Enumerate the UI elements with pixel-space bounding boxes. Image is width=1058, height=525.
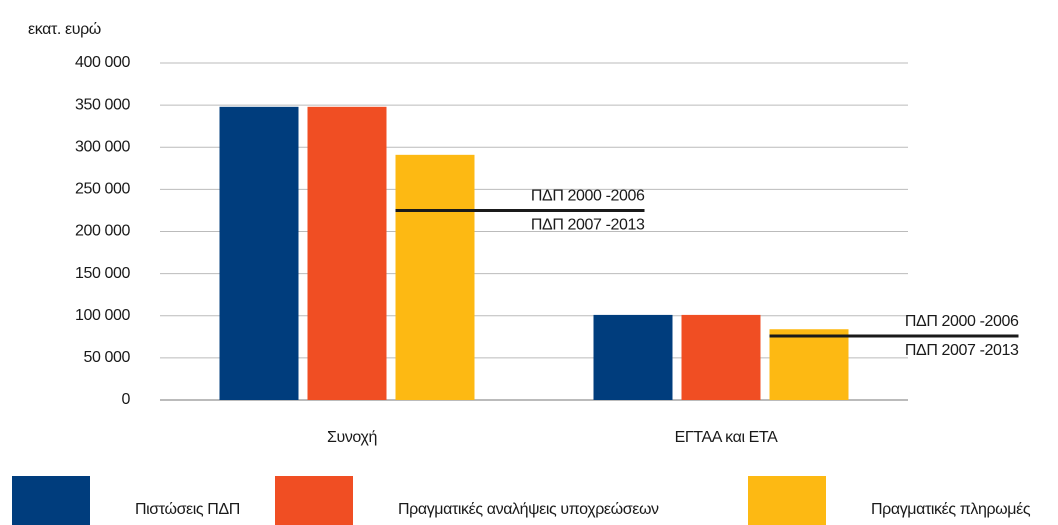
annotation-label: ΠΔΠ 2000 -2006 bbox=[531, 188, 645, 205]
y-tick-label: 200 000 bbox=[75, 223, 131, 240]
bar bbox=[769, 329, 849, 400]
bar bbox=[219, 106, 299, 400]
y-tick-label: 0 bbox=[122, 391, 131, 408]
y-tick-label: 150 000 bbox=[75, 265, 131, 282]
legend-label: Πραγματικές αναλήψεις υποχρεώσεων bbox=[398, 501, 659, 518]
y-tick-label: 400 000 bbox=[75, 54, 131, 71]
y-axis-label: εκατ. ευρώ bbox=[28, 21, 101, 38]
bar bbox=[681, 314, 761, 400]
bar bbox=[307, 106, 387, 400]
bar bbox=[395, 154, 475, 400]
annotation-label: ΠΔΠ 2007 -2013 bbox=[905, 342, 1019, 359]
x-tick-label: Συνοχή bbox=[327, 429, 377, 446]
legend-label: Πιστώσεις ΠΔΠ bbox=[135, 501, 240, 518]
y-tick-label: 50 000 bbox=[83, 349, 130, 366]
legend-swatch bbox=[275, 476, 353, 525]
y-tick-label: 100 000 bbox=[75, 307, 131, 324]
annotation-label: ΠΔΠ 2007 -2013 bbox=[531, 217, 645, 234]
legend-label: Πραγματικές πληρωμές bbox=[871, 501, 1031, 518]
y-tick-label: 300 000 bbox=[75, 138, 131, 155]
y-tick-label: 350 000 bbox=[75, 96, 131, 113]
y-tick-label: 250 000 bbox=[75, 181, 131, 198]
legend-swatch bbox=[748, 476, 826, 525]
annotation-label: ΠΔΠ 2000 -2006 bbox=[905, 313, 1019, 330]
bar bbox=[593, 314, 673, 400]
x-tick-label: ΕΓΤΑΑ και ΕΤΑ bbox=[675, 429, 778, 446]
legend-swatch bbox=[12, 476, 90, 525]
